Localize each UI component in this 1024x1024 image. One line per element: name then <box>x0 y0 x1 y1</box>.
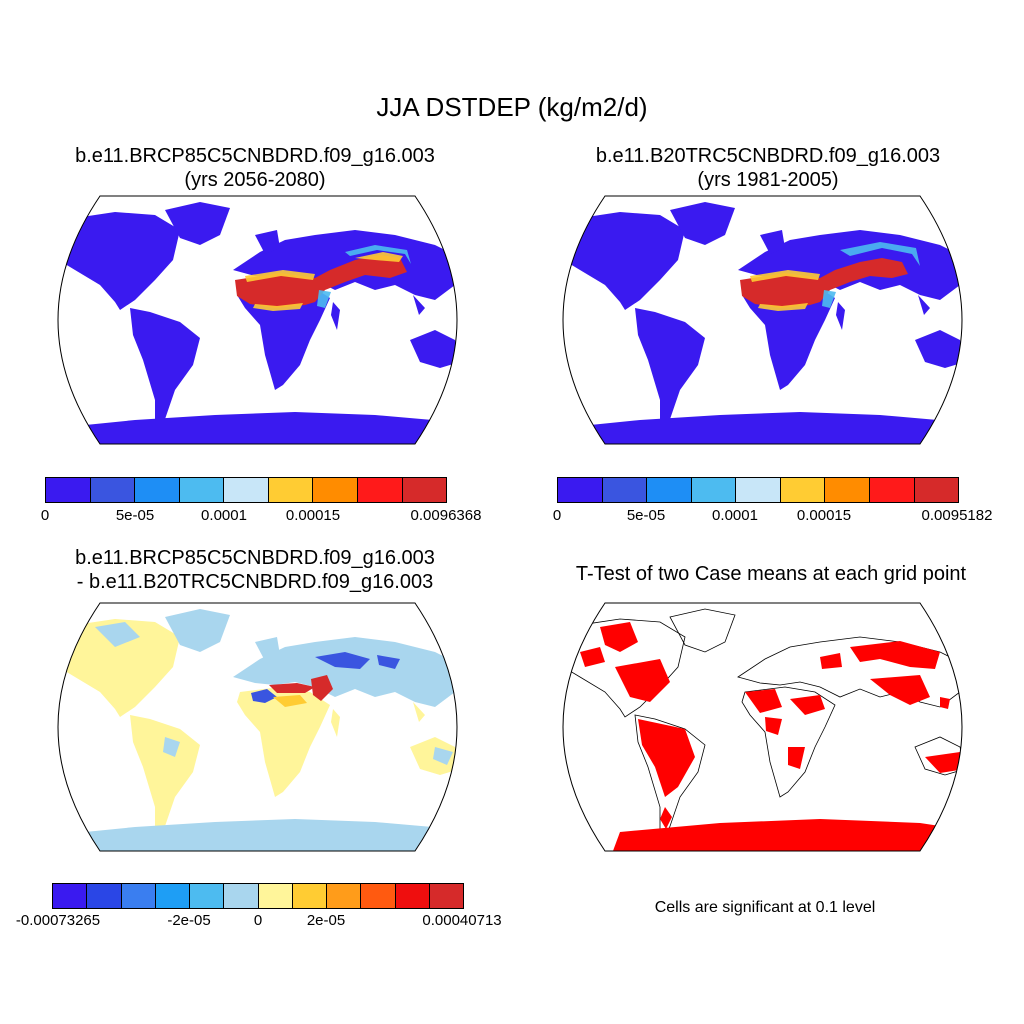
colorbar-1-swatch-8 <box>402 478 447 502</box>
cb2-label-4: 0.0095182 <box>921 507 993 524</box>
colorbar-historical <box>557 477 959 503</box>
colorbar-1-swatch-0 <box>46 478 91 502</box>
panel-2-title-line2: (yrs 1981-2005) <box>697 169 839 191</box>
cb3-label-4: 0.00040713 <box>422 912 502 929</box>
panel-3-title-line2: - b.e11.B20TRC5CNBDRD.f09_g16.003 <box>76 571 434 593</box>
figure-title: JJA DSTDEP (kg/m2/d) <box>376 92 648 122</box>
colorbar-2-swatch-1 <box>602 478 648 502</box>
panel-1-title-line1: b.e11.BRCP85C5CNBDRD.f09_g16.003 <box>75 145 435 167</box>
cb2-label-2: 0.0001 <box>712 507 758 524</box>
colorbar-3-swatch-8 <box>327 884 362 908</box>
cb3-label-3: 2e-05 <box>306 912 346 929</box>
significant-cells <box>580 622 962 851</box>
colorbar-3-swatch-2 <box>121 884 156 908</box>
significance-note: Cells are significant at 0.1 level <box>654 899 876 916</box>
colorbar-3-swatch-6 <box>258 884 293 908</box>
map-ttest <box>562 602 963 852</box>
cb3-label-1: -2e-05 <box>167 912 211 929</box>
colorbar-1-swatch-6 <box>313 478 358 502</box>
colorbar-2-swatch-3 <box>691 478 737 502</box>
cb2-label-0: 0 <box>552 507 562 524</box>
cb1-label-4: 0.0096368 <box>410 507 482 524</box>
cb3-label-0: -0.00073265 <box>15 912 101 929</box>
map-historical <box>562 195 963 445</box>
colorbar-3-swatch-11 <box>429 884 463 908</box>
colorbar-2-swatch-2 <box>647 478 692 502</box>
cb1-label-1: 5e-05 <box>115 507 155 524</box>
future-desert-field <box>235 255 407 308</box>
colorbar-2-swatch-7 <box>869 478 915 502</box>
cb3-label-2: 0 <box>253 912 263 929</box>
cb1-label-2: 0.0001 <box>201 507 247 524</box>
cb2-label-1: 5e-05 <box>626 507 666 524</box>
cb1-label-0: 0 <box>40 507 50 524</box>
colorbar-3-swatch-7 <box>292 884 327 908</box>
colorbar-3-swatch-10 <box>395 884 430 908</box>
colorbar-future <box>45 477 447 503</box>
colorbar-1-swatch-3 <box>179 478 225 502</box>
colorbar-3-swatch-3 <box>155 884 190 908</box>
colorbar-2-swatch-0 <box>558 478 603 502</box>
colorbar-difference <box>52 883 464 909</box>
panel-4-title: T-Test of two Case means at each grid po… <box>526 562 1016 586</box>
colorbar-3-swatch-9 <box>361 884 396 908</box>
colorbar-2-swatch-8 <box>914 478 959 502</box>
map-future <box>57 195 458 445</box>
colorbar-2-swatch-6 <box>825 478 870 502</box>
colorbar-2-swatch-5 <box>780 478 826 502</box>
colorbar-3-swatch-4 <box>190 884 225 908</box>
panel-1-title-line2: (yrs 2056-2080) <box>184 169 326 191</box>
colorbar-1-swatch-5 <box>268 478 314 502</box>
colorbar-1-swatch-4 <box>224 478 269 502</box>
panel-3-title: b.e11.BRCP85C5CNBDRD.f09_g16.003 - b.e11… <box>15 546 495 594</box>
colorbar-3-swatch-0 <box>53 884 88 908</box>
panel-4-title-line1: T-Test of two Case means at each grid po… <box>575 563 967 585</box>
colorbar-1-swatch-2 <box>135 478 180 502</box>
colorbar-1-swatch-1 <box>90 478 136 502</box>
colorbar-1-swatch-7 <box>357 478 403 502</box>
cb1-label-3: 0.00015 <box>285 507 341 524</box>
panel-3-title-line1: b.e11.BRCP85C5CNBDRD.f09_g16.003 <box>75 547 435 569</box>
panel-2-title-line1: b.e11.B20TRC5CNBDRD.f09_g16.003 <box>595 145 941 167</box>
cb2-label-3: 0.00015 <box>796 507 852 524</box>
colorbar-3-swatch-5 <box>224 884 259 908</box>
historical-desert-field <box>740 258 908 308</box>
colorbar-2-swatch-4 <box>736 478 781 502</box>
panel-2-title: b.e11.B20TRC5CNBDRD.f09_g16.003 (yrs 198… <box>528 144 1008 192</box>
colorbar-3-swatch-1 <box>87 884 122 908</box>
map-difference <box>57 602 458 852</box>
panel-1-title: b.e11.BRCP85C5CNBDRD.f09_g16.003 (yrs 20… <box>15 144 495 192</box>
